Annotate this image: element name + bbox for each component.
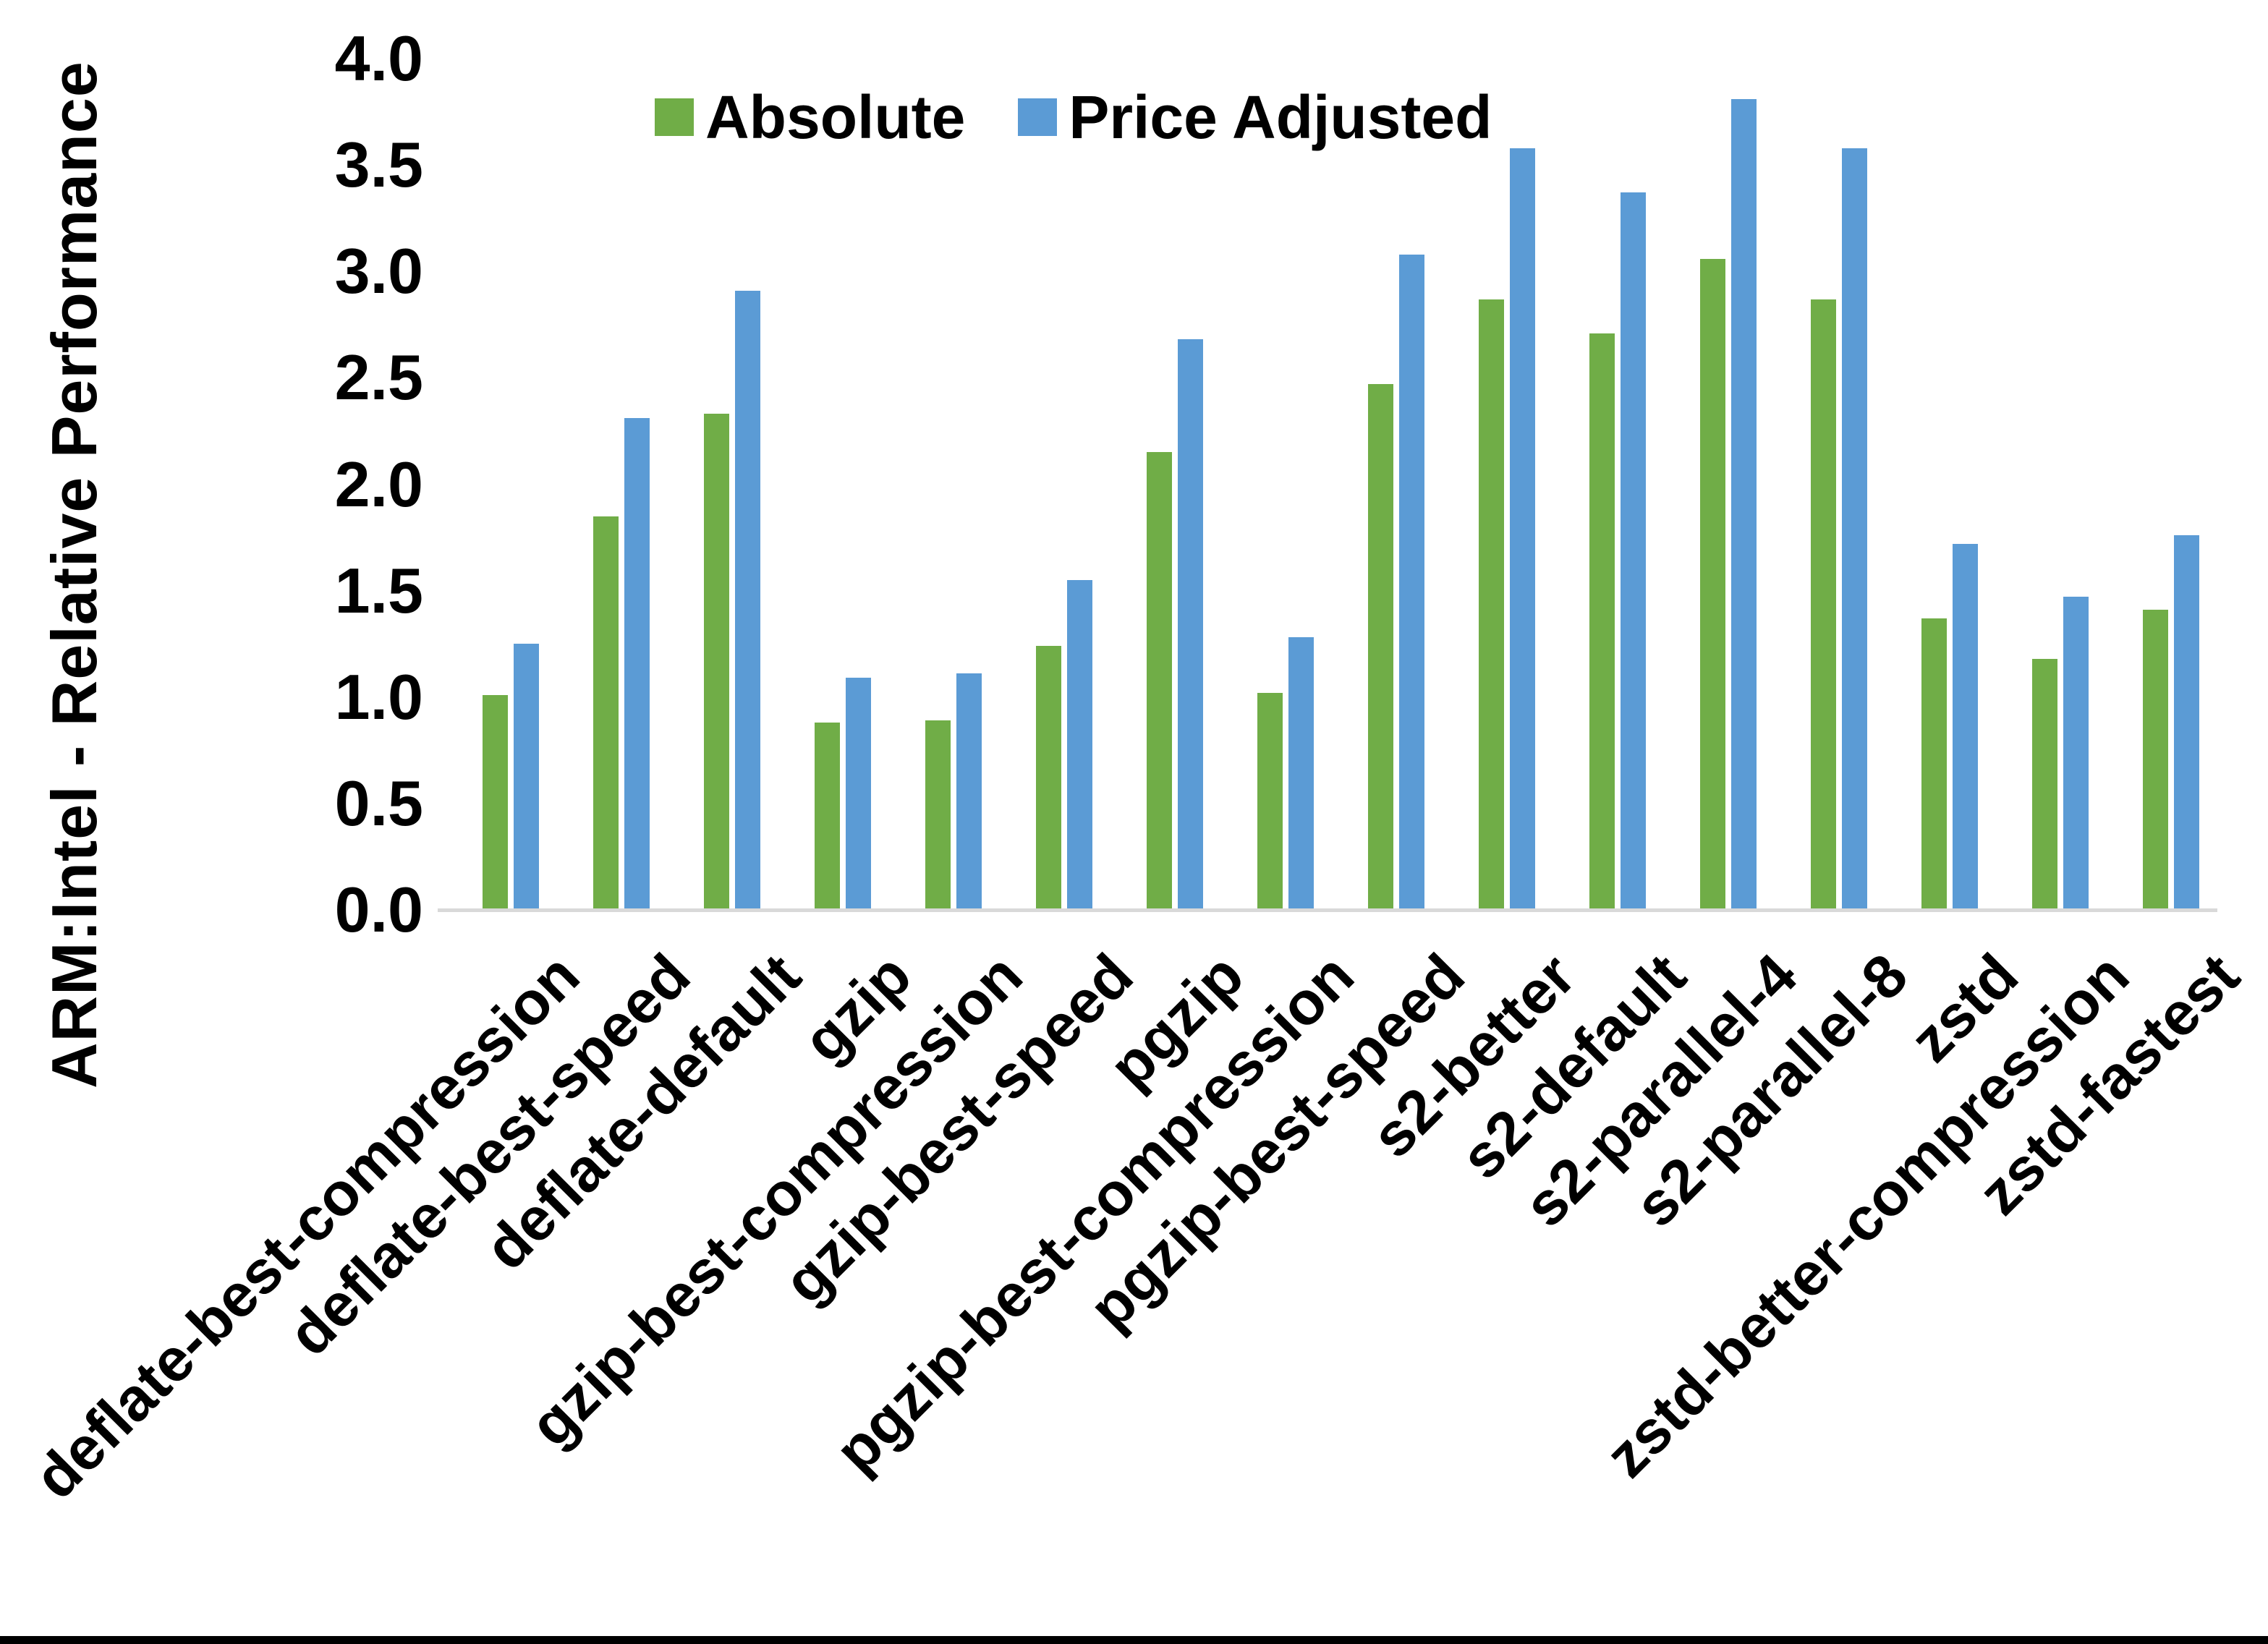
x-axis-line [438,908,2217,912]
bar-price-adjusted-s2-parallel-4 [1731,98,1757,910]
legend-item-absolute: Absolute [655,82,965,153]
bar-absolute-s2-default [1589,333,1615,910]
bar-price-adjusted-zstd-fastest [2174,535,2199,910]
bar-price-adjusted-zstd [1953,543,1978,910]
bar-price-adjusted-gzip-best-compression [956,673,982,910]
y-tick-label: 0.5 [334,767,423,839]
bar-absolute-zstd-fastest [2143,610,2168,910]
y-tick-label: 4.0 [334,22,423,94]
bar-absolute-deflate-best-speed [593,516,619,910]
legend: Absolute Price Adjusted [655,83,1492,151]
bar-price-adjusted-pgzip-best-compression [1288,637,1314,910]
bar-absolute-pgzip-best-speed [1368,384,1393,910]
legend-item-price-adjusted: Price Adjusted [1018,82,1492,153]
bar-absolute-pgzip [1147,452,1172,910]
bar-absolute-s2-parallel-8 [1811,299,1836,910]
bar-price-adjusted-pgzip [1178,339,1203,910]
bar-price-adjusted-s2-default [1621,192,1646,910]
bar-absolute-deflate-default [704,414,729,910]
legend-label-price-adjusted: Price Adjusted [1069,82,1492,151]
y-tick-label: 2.0 [334,448,423,520]
bar-price-adjusted-deflate-default [735,290,760,910]
y-tick-label: 1.5 [334,554,423,626]
bar-absolute-deflate-best-compression [483,694,508,910]
y-axis-title: ARM:Intel - Relative Performance [38,61,110,1089]
legend-swatch-absolute-icon [655,98,694,136]
y-tick-label: 3.0 [334,235,423,307]
bar-price-adjusted-gzip-best-speed [1067,579,1092,910]
bar-absolute-gzip-best-compression [925,720,951,910]
bar-price-adjusted-gzip [846,678,871,910]
bar-price-adjusted-s2-better [1510,148,1535,910]
bar-price-adjusted-deflate-best-compression [514,644,539,910]
bar-price-adjusted-s2-parallel-8 [1842,148,1867,910]
bar-absolute-zstd [1921,618,1947,910]
bar-absolute-gzip-best-speed [1036,646,1061,910]
bottom-border [0,1636,2268,1644]
y-tick-label: 2.5 [334,341,423,414]
bar-absolute-pgzip-best-compression [1257,692,1283,910]
y-tick-label: 3.5 [334,129,423,201]
bar-price-adjusted-pgzip-best-speed [1399,254,1424,910]
bar-price-adjusted-deflate-best-speed [624,418,650,910]
y-tick-label: 0.0 [334,874,423,945]
bar-absolute-s2-parallel-4 [1700,258,1725,910]
bar-price-adjusted-zstd-better-compression [2063,597,2089,910]
bar-absolute-s2-better [1479,299,1504,910]
legend-label-absolute: Absolute [705,82,966,151]
legend-swatch-price-adjusted-icon [1018,98,1058,136]
y-tick-label: 1.0 [334,660,423,733]
bar-absolute-zstd-better-compression [2032,658,2057,910]
bar-absolute-gzip [815,723,840,910]
